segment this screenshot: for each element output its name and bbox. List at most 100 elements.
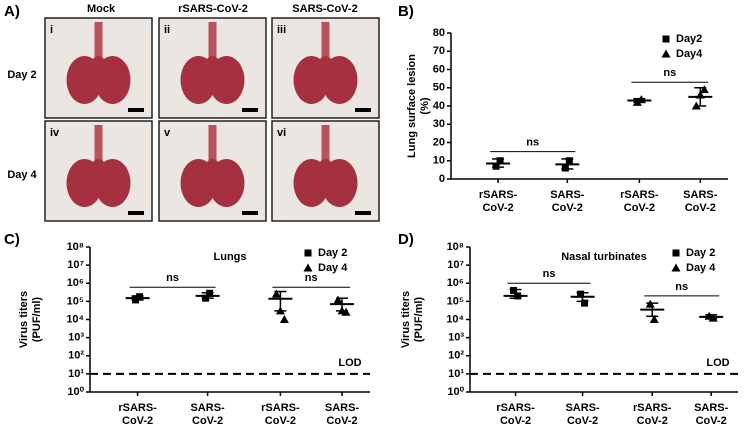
x-tick-label: rSARS-CoV-2 bbox=[633, 402, 672, 427]
y-tick-label: 10⁶ bbox=[447, 277, 464, 289]
x-tick-label: SARS-CoV-2 bbox=[565, 402, 600, 427]
data-point bbox=[565, 157, 573, 165]
data-point bbox=[136, 293, 144, 301]
x-tick-label: rSARS-CoV-2 bbox=[620, 189, 659, 214]
significance-label: ns bbox=[663, 67, 676, 79]
data-point bbox=[496, 157, 504, 165]
y-tick-label: 10⁵ bbox=[447, 295, 464, 307]
panel-numeral: i bbox=[50, 24, 53, 36]
y-tick-label: 10⁴ bbox=[66, 313, 84, 325]
legend-label: Day 4 bbox=[686, 262, 716, 274]
y-tick-label: 10² bbox=[68, 350, 84, 362]
y-tick-label: 10³ bbox=[68, 332, 84, 344]
data-point bbox=[271, 289, 281, 298]
y-tick-label: 10⁰ bbox=[447, 386, 464, 398]
y-tick-label: 70 bbox=[433, 45, 445, 57]
data-point bbox=[275, 306, 285, 315]
y-tick-label: 10¹ bbox=[68, 368, 84, 380]
scale-bar bbox=[355, 108, 371, 112]
legend-marker bbox=[661, 49, 671, 58]
legend-label: Day 2 bbox=[686, 247, 715, 259]
data-point bbox=[561, 164, 569, 172]
y-tick-label: 10³ bbox=[448, 332, 464, 344]
data-point bbox=[333, 295, 343, 304]
x-tick-label: rSARS-CoV-2 bbox=[261, 402, 300, 427]
legend-label: Day2 bbox=[676, 33, 702, 45]
row-header: Day 4 bbox=[7, 169, 37, 181]
heart bbox=[316, 56, 335, 84]
data-point bbox=[510, 286, 518, 294]
reference-label: LOD bbox=[706, 357, 729, 369]
data-point bbox=[649, 315, 659, 323]
trachea bbox=[94, 22, 103, 62]
legend-marker bbox=[671, 263, 681, 272]
y-tick-label: 10¹ bbox=[448, 368, 464, 380]
column-header: Mock bbox=[87, 3, 116, 15]
data-point bbox=[691, 101, 701, 110]
y-tick-label: 60 bbox=[433, 63, 445, 75]
significance-label: ns bbox=[305, 272, 318, 284]
y-tick-label: 0 bbox=[439, 173, 445, 185]
data-point bbox=[206, 289, 214, 297]
panel-numeral: v bbox=[164, 127, 171, 139]
legend-label: Day 4 bbox=[318, 262, 348, 274]
significance-label: ns bbox=[675, 281, 688, 293]
significance-label: ns bbox=[526, 137, 539, 149]
significance-label: ns bbox=[166, 272, 179, 284]
scale-bar bbox=[355, 211, 371, 215]
x-tick-label: SARS-CoV-2 bbox=[683, 189, 718, 214]
scale-bar bbox=[128, 108, 144, 112]
y-axis-label: Virus titers bbox=[18, 291, 30, 348]
heart bbox=[316, 159, 335, 187]
panel-numeral: vi bbox=[277, 127, 286, 139]
chart-dot: B) Lung surface lesion (%) 0 10 20 30 40 50 60 70 8… bbox=[398, 3, 728, 214]
legend-marker bbox=[304, 249, 312, 257]
panel-label: D) bbox=[398, 231, 414, 248]
trachea bbox=[208, 125, 217, 165]
y-tick-label: 50 bbox=[433, 82, 445, 94]
data-point bbox=[202, 294, 210, 302]
legend-label: Day4 bbox=[676, 48, 703, 60]
y-tick-label: 20 bbox=[433, 136, 445, 148]
trachea bbox=[208, 22, 217, 62]
data-point bbox=[279, 315, 289, 323]
scale-bar bbox=[242, 108, 258, 112]
x-tick-label: rSARS-CoV-2 bbox=[496, 402, 535, 427]
panel-label: A) bbox=[4, 3, 20, 20]
y-axis-label: (PUF/ml) bbox=[413, 297, 425, 343]
y-tick-label: 10⁷ bbox=[67, 259, 84, 271]
scale-bar bbox=[242, 211, 258, 215]
y-tick-label: 10⁰ bbox=[67, 386, 84, 398]
panel-numeral: ii bbox=[164, 24, 170, 36]
panel-a: A) Mock rSARS-CoV-2 SARS-CoV-2 Day 2 Day… bbox=[4, 3, 380, 222]
x-tick-label: SARS-CoV-2 bbox=[694, 402, 729, 427]
heart bbox=[89, 56, 108, 84]
column-header: SARS-CoV-2 bbox=[292, 3, 357, 15]
data-point bbox=[492, 162, 500, 170]
legend-marker bbox=[303, 263, 313, 272]
y-axis-label: Virus titers bbox=[400, 291, 412, 348]
column-header: rSARS-CoV-2 bbox=[178, 3, 248, 15]
x-tick-label: SARS-CoV-2 bbox=[325, 402, 360, 427]
chart-title: Nasal turbinates bbox=[561, 251, 647, 263]
x-tick-label: SARS-CoV-2 bbox=[190, 402, 225, 427]
chart-title: Lungs bbox=[214, 251, 247, 263]
y-axis-label: Lung surface lesion bbox=[406, 54, 418, 158]
panel-numeral: iii bbox=[277, 24, 286, 36]
y-tick-label: 80 bbox=[433, 27, 445, 39]
y-tick-label: 10⁸ bbox=[67, 241, 84, 253]
heart bbox=[203, 159, 222, 187]
panel-label: C) bbox=[4, 231, 20, 248]
heart bbox=[89, 159, 108, 187]
trachea bbox=[94, 125, 103, 165]
y-tick-label: 30 bbox=[433, 118, 445, 130]
legend-marker bbox=[662, 35, 670, 43]
y-tick-label: 10⁵ bbox=[67, 295, 84, 307]
trachea bbox=[321, 125, 330, 165]
data-point bbox=[699, 85, 709, 94]
data-point bbox=[645, 299, 655, 308]
data-point bbox=[132, 296, 140, 304]
data-point bbox=[577, 290, 585, 298]
data-point bbox=[341, 307, 351, 316]
